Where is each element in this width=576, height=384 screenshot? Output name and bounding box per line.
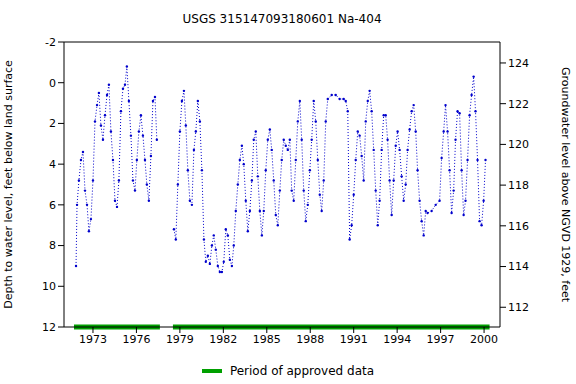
- svg-text:1976: 1976: [122, 333, 150, 346]
- svg-text:0: 0: [49, 77, 56, 90]
- svg-text:124: 124: [508, 57, 529, 70]
- svg-text:2000: 2000: [470, 333, 498, 346]
- svg-text:Groundwater level above NGVD 1: Groundwater level above NGVD 1929, feet: [559, 67, 568, 303]
- svg-text:1985: 1985: [253, 333, 281, 346]
- svg-text:122: 122: [508, 98, 529, 111]
- svg-text:10: 10: [42, 280, 56, 293]
- svg-text:1994: 1994: [383, 333, 411, 346]
- svg-text:1997: 1997: [427, 333, 455, 346]
- svg-text:116: 116: [508, 220, 529, 233]
- svg-text:1973: 1973: [79, 333, 107, 346]
- svg-text:4: 4: [49, 158, 56, 171]
- svg-text:Depth to water level, feet bel: Depth to water level, feet below land su…: [8, 60, 15, 309]
- svg-text:118: 118: [508, 179, 529, 192]
- svg-text:1988: 1988: [296, 333, 324, 346]
- svg-text:8: 8: [49, 239, 56, 252]
- svg-text:120: 120: [508, 138, 529, 151]
- svg-text:114: 114: [508, 260, 529, 273]
- svg-text:1982: 1982: [209, 333, 237, 346]
- html-text:Period of approved data: Period of approved data: [229, 364, 375, 378]
- svg-text:2: 2: [49, 117, 56, 130]
- svg-text:1991: 1991: [340, 333, 368, 346]
- svg-text:1979: 1979: [166, 333, 194, 346]
- svg-text:-2: -2: [45, 36, 56, 49]
- svg-text:6: 6: [49, 199, 56, 212]
- html-text:USGS 315147093180601 Na-404: USGS 315147093180601 Na-404: [182, 12, 382, 26]
- svg-text:12: 12: [42, 321, 56, 334]
- svg-text:112: 112: [508, 301, 529, 314]
